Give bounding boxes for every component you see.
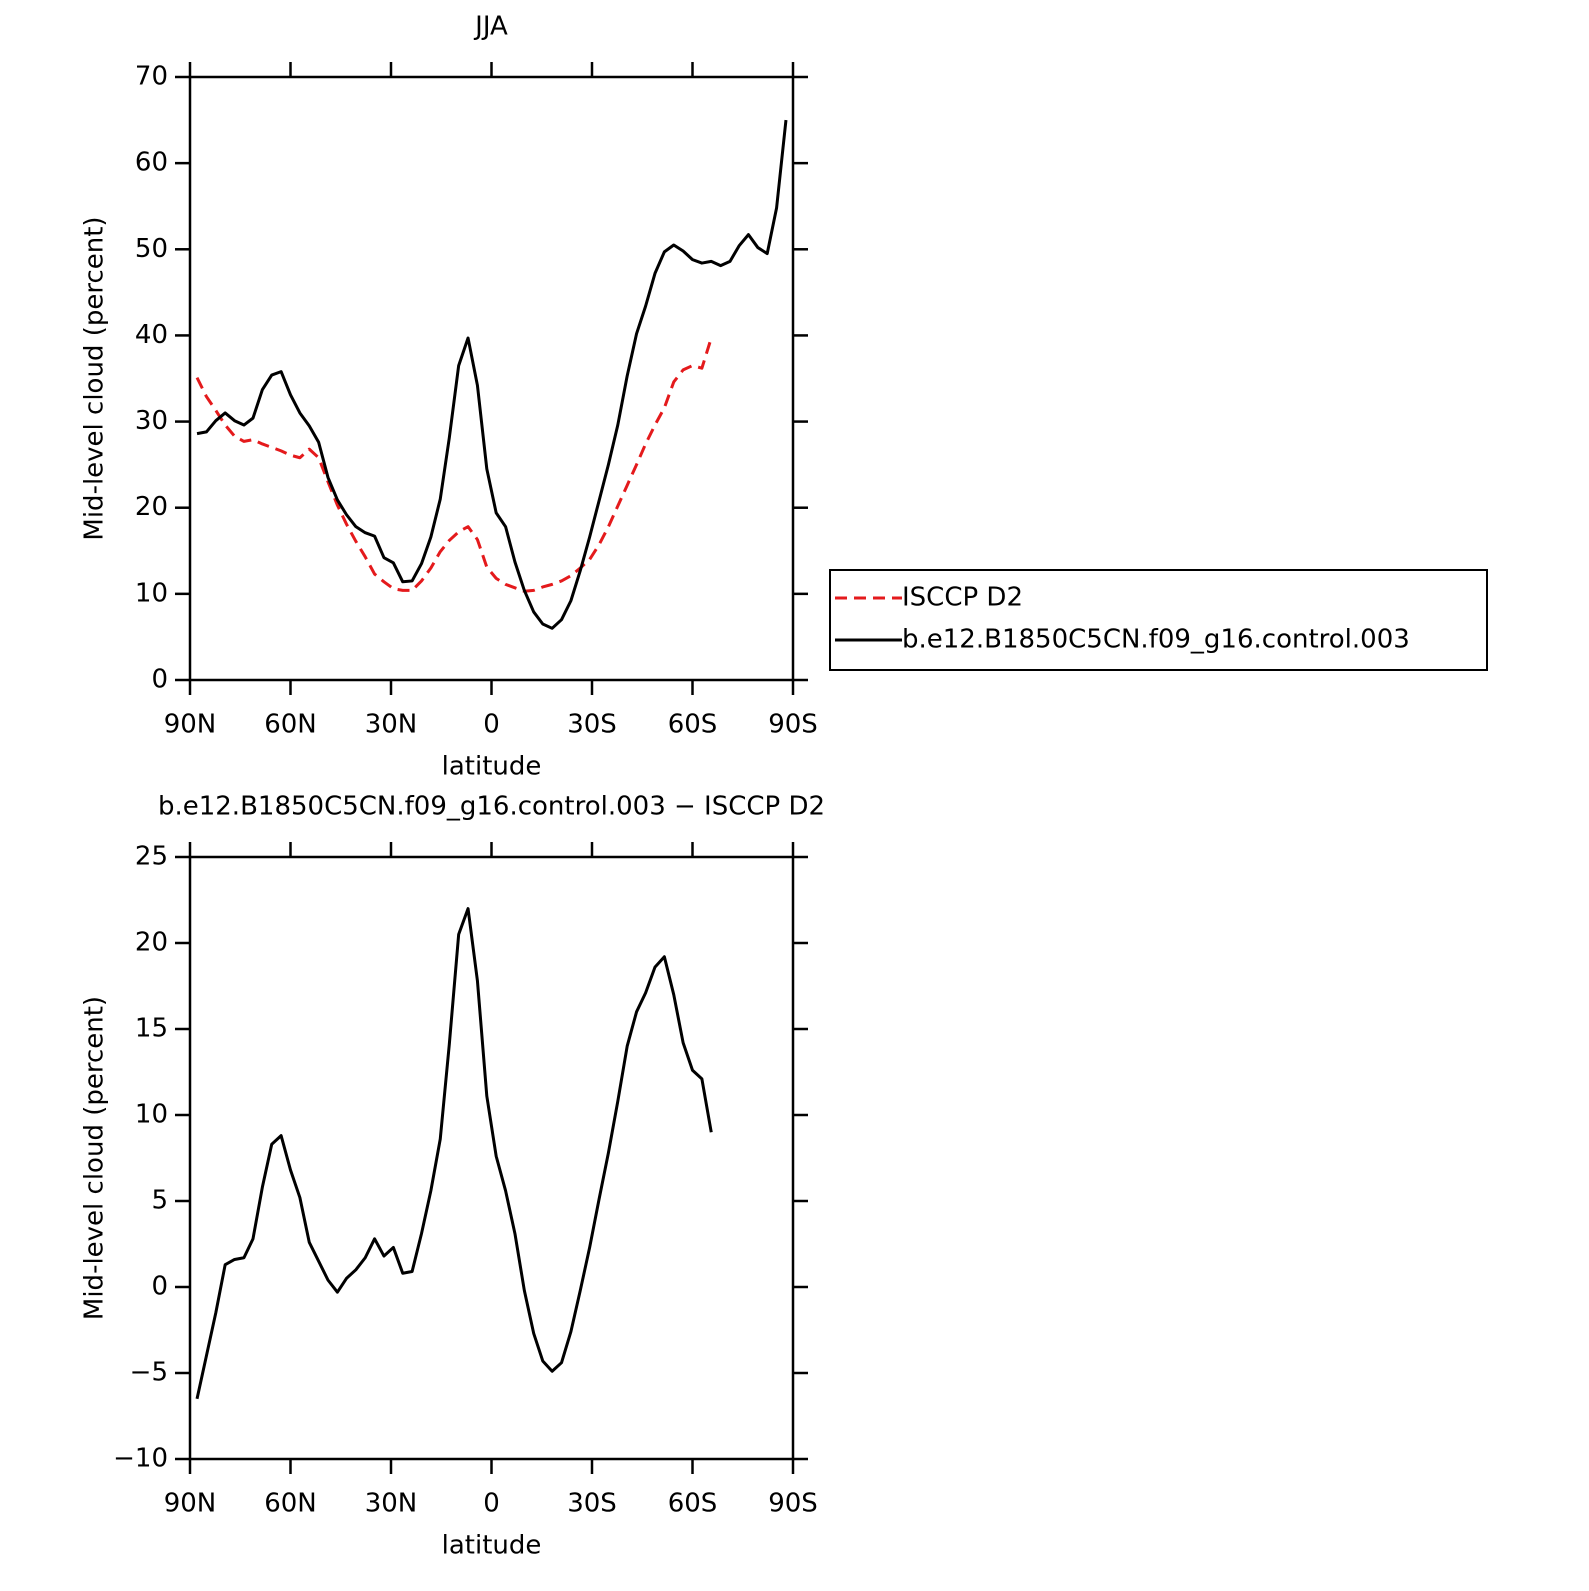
chart-title: b.e12.B1850C5CN.f09_g16.control.003 − IS… [158, 792, 825, 822]
y-tick-label: 25 [135, 842, 168, 872]
x-tick-label: 90S [768, 710, 818, 740]
x-tick-label: 90S [768, 1489, 818, 1519]
x-tick-label: 60N [264, 710, 317, 740]
x-tick-label: 60N [264, 1489, 317, 1519]
y-tick-label: 10 [135, 1100, 168, 1130]
legend-label: ISCCP D2 [902, 583, 1023, 613]
x-tick-label: 30N [365, 1489, 418, 1519]
y-tick-label: 10 [135, 578, 168, 608]
x-tick-label: 60S [668, 710, 718, 740]
x-axis-label: latitude [442, 752, 542, 782]
y-tick-label: 40 [135, 320, 168, 350]
y-tick-label: 30 [135, 406, 168, 436]
y-tick-label: 15 [135, 1014, 168, 1044]
plot-frame [188, 855, 795, 1461]
legend-box [829, 569, 1488, 671]
y-tick-label: 20 [135, 928, 168, 958]
y-axis-label: Mid-level cloud (percent) [80, 216, 110, 540]
plot-frame [188, 75, 795, 682]
y-axis-label: Mid-level cloud (percent) [80, 996, 110, 1320]
y-tick-label: 0 [151, 1272, 168, 1302]
legend-label: b.e12.B1850C5CN.f09_g16.control.003 [902, 625, 1410, 655]
x-tick-label: 30N [365, 710, 418, 740]
x-tick-label: 90N [164, 710, 217, 740]
y-tick-label: 0 [151, 665, 168, 695]
x-tick-label: 30S [567, 1489, 617, 1519]
y-tick-label: 60 [135, 148, 168, 178]
x-tick-label: 30S [567, 710, 617, 740]
y-tick-label: 20 [135, 492, 168, 522]
x-tick-label: 0 [483, 1489, 500, 1519]
x-tick-label: 0 [483, 710, 500, 740]
y-tick-label: −5 [130, 1358, 168, 1388]
y-tick-label: 70 [135, 62, 168, 92]
x-axis-label: latitude [442, 1531, 542, 1561]
x-tick-label: 60S [668, 1489, 718, 1519]
series-line [195, 907, 713, 1400]
series-line [195, 337, 713, 593]
series-line [196, 119, 788, 630]
y-tick-label: 5 [151, 1186, 168, 1216]
x-tick-label: 90N [164, 1489, 217, 1519]
y-tick-label: −10 [113, 1444, 168, 1474]
y-tick-label: 50 [135, 234, 168, 264]
chart-title: JJA [473, 12, 508, 42]
